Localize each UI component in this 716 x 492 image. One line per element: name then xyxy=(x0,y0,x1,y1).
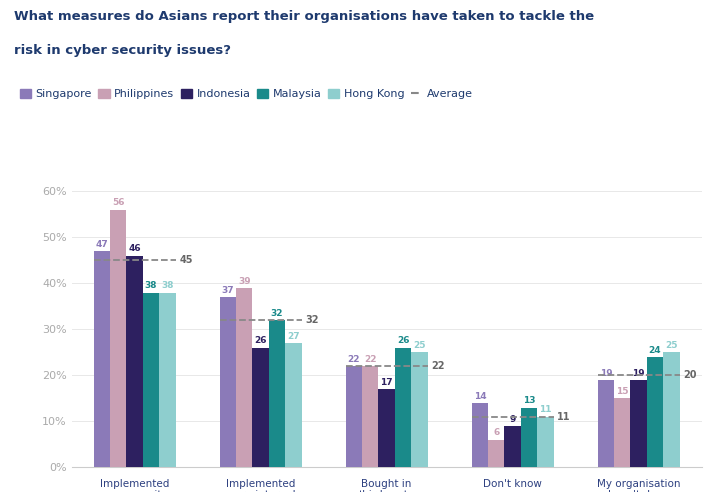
Bar xyxy=(537,417,553,467)
Bar xyxy=(505,426,521,467)
Bar xyxy=(521,407,537,467)
Text: 56: 56 xyxy=(112,198,125,207)
Text: 39: 39 xyxy=(238,277,251,285)
Bar xyxy=(253,348,268,467)
Bar xyxy=(631,380,647,467)
Bar xyxy=(614,399,631,467)
Bar xyxy=(142,293,159,467)
Text: 22: 22 xyxy=(364,355,377,364)
Bar xyxy=(472,403,488,467)
Text: 27: 27 xyxy=(287,332,300,341)
Bar xyxy=(127,256,142,467)
Bar xyxy=(285,343,301,467)
Text: 15: 15 xyxy=(616,387,629,396)
Text: 47: 47 xyxy=(95,240,108,249)
Text: 32: 32 xyxy=(271,309,284,318)
Text: risk in cyber security issues?: risk in cyber security issues? xyxy=(14,44,231,57)
Bar xyxy=(598,380,614,467)
Text: 20: 20 xyxy=(683,370,697,380)
Bar xyxy=(647,357,663,467)
Text: 45: 45 xyxy=(179,255,193,265)
Bar xyxy=(379,389,395,467)
Bar xyxy=(110,210,127,467)
Text: 25: 25 xyxy=(665,341,677,350)
Text: 6: 6 xyxy=(493,429,499,437)
Bar xyxy=(268,320,285,467)
Text: 14: 14 xyxy=(473,392,486,400)
Bar xyxy=(346,366,362,467)
Text: 32: 32 xyxy=(305,315,319,325)
Text: 37: 37 xyxy=(221,286,234,295)
Bar xyxy=(488,440,505,467)
Text: 46: 46 xyxy=(128,245,141,253)
Text: 22: 22 xyxy=(431,361,445,371)
Text: 11: 11 xyxy=(539,405,551,414)
Text: 19: 19 xyxy=(599,369,612,378)
Bar xyxy=(411,352,427,467)
Bar xyxy=(362,366,379,467)
Text: 19: 19 xyxy=(632,369,645,378)
Text: 38: 38 xyxy=(161,281,173,290)
Text: 38: 38 xyxy=(145,281,158,290)
Text: What measures do Asians report their organisations have taken to tackle the: What measures do Asians report their org… xyxy=(14,10,594,23)
Text: 13: 13 xyxy=(523,396,536,405)
Bar xyxy=(236,288,253,467)
Text: 26: 26 xyxy=(397,337,410,345)
Bar xyxy=(220,297,236,467)
Bar xyxy=(159,293,175,467)
Text: 22: 22 xyxy=(348,355,360,364)
Bar xyxy=(94,251,110,467)
Text: 11: 11 xyxy=(557,412,571,422)
Text: 26: 26 xyxy=(254,337,267,345)
Text: 24: 24 xyxy=(649,346,662,355)
Text: 25: 25 xyxy=(413,341,425,350)
Bar xyxy=(395,348,411,467)
Legend: Singapore, Philippines, Indonesia, Malaysia, Hong Kong, Average: Singapore, Philippines, Indonesia, Malay… xyxy=(20,89,473,99)
Text: 17: 17 xyxy=(380,378,393,387)
Bar xyxy=(663,352,679,467)
Text: 9: 9 xyxy=(510,415,516,424)
